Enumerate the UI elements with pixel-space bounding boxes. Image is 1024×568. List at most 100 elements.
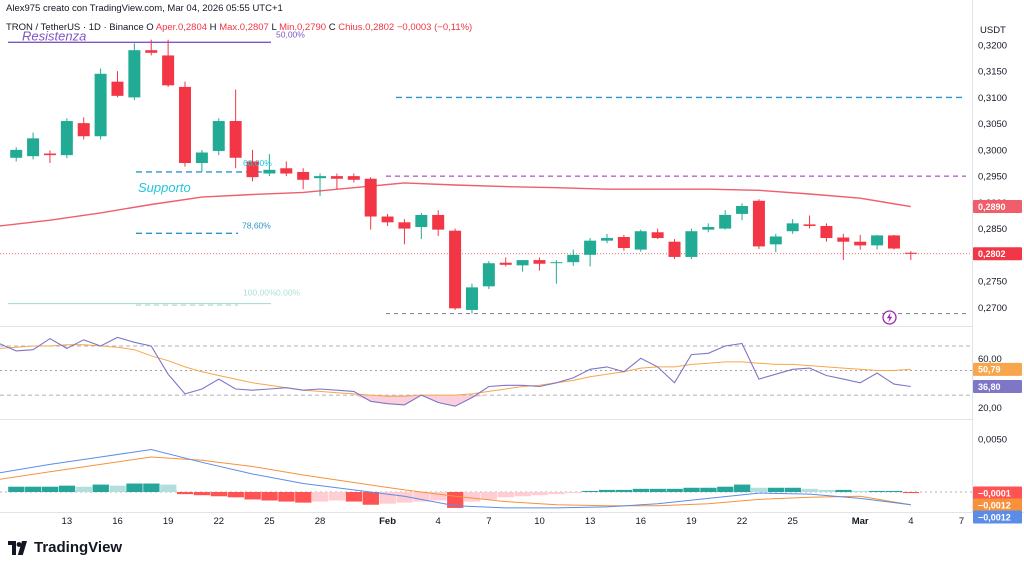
candle[interactable]	[854, 234, 867, 250]
candle[interactable]	[212, 118, 225, 156]
macd-line[interactable]	[0, 448, 911, 509]
svg-text:−0,0012: −0,0012	[978, 500, 1011, 510]
macd-hist-badge: −0,0001	[973, 486, 1022, 500]
support-label: Supporto	[138, 180, 191, 195]
candle[interactable]	[685, 228, 698, 260]
time-tick: 16	[635, 516, 646, 527]
svg-text:50,79: 50,79	[978, 365, 1001, 375]
candle[interactable]	[651, 228, 664, 240]
candle-body	[651, 232, 664, 239]
candles[interactable]	[10, 39, 917, 314]
lightning-icon[interactable]	[882, 310, 897, 325]
candle[interactable]	[719, 210, 732, 230]
candle[interactable]	[617, 234, 630, 251]
candle[interactable]	[128, 43, 141, 101]
candle[interactable]	[280, 161, 293, 177]
candle[interactable]	[94, 68, 107, 140]
rsi-line[interactable]	[0, 336, 911, 407]
macd-histogram-bar	[632, 488, 650, 493]
candle-body	[111, 81, 124, 96]
candle[interactable]	[246, 149, 259, 182]
resistance-label: Resistenza	[22, 28, 86, 43]
candle[interactable]	[330, 173, 343, 190]
macd-histogram-bar	[734, 484, 751, 493]
candle[interactable]	[364, 177, 377, 230]
rsi-ma-badge: 50,79	[973, 362, 1022, 376]
candle[interactable]	[820, 223, 833, 242]
candle[interactable]	[432, 210, 445, 236]
candle[interactable]	[27, 132, 40, 160]
symbol-name[interactable]: TRON / TetherUS · 1D · Binance	[6, 22, 144, 33]
candle-body	[887, 235, 900, 249]
macd-histogram-bar	[717, 486, 734, 493]
candle[interactable]	[736, 203, 749, 221]
high-value: Max.0,2807	[219, 22, 269, 33]
ma-price-badge: 0,2890	[973, 200, 1022, 214]
candle[interactable]	[465, 283, 478, 314]
candle[interactable]	[516, 260, 529, 272]
candle-body	[837, 237, 850, 242]
candle[interactable]	[10, 147, 23, 162]
candle[interactable]	[904, 251, 917, 261]
candle[interactable]	[499, 257, 512, 267]
candle[interactable]	[550, 260, 563, 284]
price-badges: 0,2890 0,2802 50,79 36,80 −0,0001 −0,0012 −0,0…	[973, 200, 1022, 524]
moving-average-line[interactable]	[0, 182, 911, 227]
macd-histogram-bar	[430, 492, 447, 501]
macd-histogram-bar	[750, 487, 768, 493]
candle[interactable]	[263, 154, 276, 177]
candle[interactable]	[482, 261, 495, 289]
candle[interactable]	[398, 219, 411, 245]
candle[interactable]	[179, 81, 191, 167]
candle[interactable]	[533, 257, 546, 271]
macd-histogram-bar	[210, 492, 228, 497]
candle[interactable]	[449, 228, 462, 310]
candle[interactable]	[634, 229, 647, 252]
time-tick: Feb	[379, 516, 396, 527]
candle[interactable]	[786, 219, 799, 234]
svg-text:−0,0001: −0,0001	[978, 488, 1011, 498]
candle[interactable]	[145, 39, 158, 56]
candle[interactable]	[567, 249, 580, 266]
candle[interactable]	[601, 233, 613, 244]
candle[interactable]	[229, 89, 242, 169]
candle[interactable]	[668, 239, 681, 260]
tradingview-logo[interactable]: TradingView	[8, 539, 122, 556]
svg-text:0,2890: 0,2890	[978, 202, 1006, 212]
candle[interactable]	[314, 173, 327, 197]
candle[interactable]	[347, 173, 360, 183]
macd-signal-line[interactable]	[0, 456, 911, 507]
rsi-ma-line[interactable]	[0, 344, 911, 397]
low-value: Min.0,2790	[279, 22, 327, 33]
time-tick: 13	[62, 516, 73, 527]
candle-body	[128, 50, 141, 98]
candle-body	[229, 121, 242, 158]
macd-histogram-bar	[666, 488, 683, 493]
annotations: Resistenza 50,00% Supporto 60,00% 78,60% 100,…	[22, 28, 305, 297]
macd-histogram-bar	[531, 492, 548, 496]
candle[interactable]	[837, 233, 850, 261]
candle[interactable]	[887, 234, 900, 250]
candle-body	[449, 230, 462, 309]
candle[interactable]	[195, 149, 208, 172]
macd-histogram-bar	[126, 483, 143, 493]
candle[interactable]	[162, 39, 175, 87]
candle[interactable]	[297, 168, 310, 190]
candle[interactable]	[415, 212, 428, 240]
candle[interactable]	[752, 199, 765, 250]
time-tick: 4	[436, 516, 441, 527]
candle[interactable]	[77, 117, 90, 140]
candle[interactable]	[803, 215, 816, 229]
close-value: Chius.0,2802	[338, 22, 395, 33]
macd-histogram-bar	[548, 492, 565, 495]
macd-histogram-bar	[818, 489, 835, 493]
candle[interactable]	[702, 223, 715, 233]
candle[interactable]	[381, 213, 394, 226]
candle[interactable]	[769, 233, 782, 253]
candle[interactable]	[60, 118, 73, 159]
candle[interactable]	[584, 238, 597, 267]
candle[interactable]	[871, 234, 884, 250]
candle[interactable]	[111, 71, 124, 98]
candle[interactable]	[43, 150, 56, 164]
